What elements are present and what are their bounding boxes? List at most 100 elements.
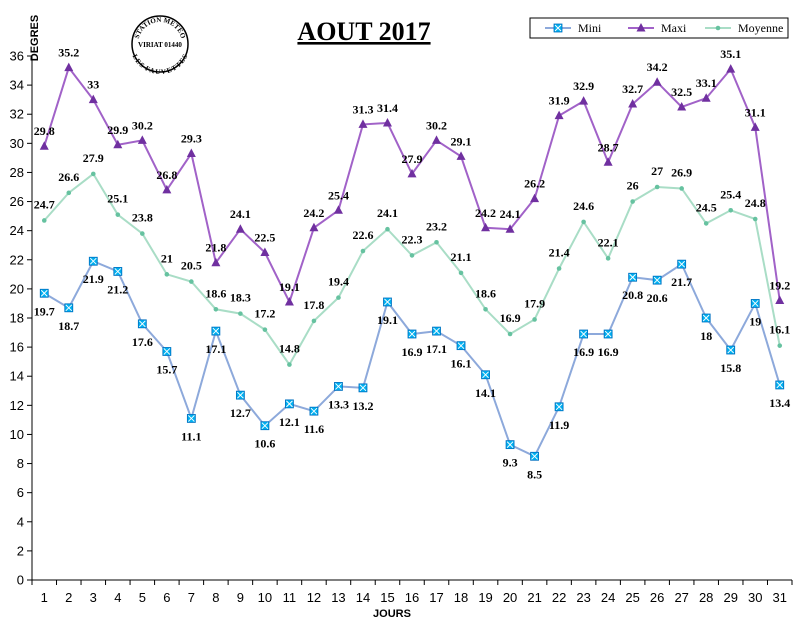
data-label-mini: 19.1	[377, 313, 398, 327]
marker-mini	[701, 313, 711, 323]
marker-mini	[186, 414, 196, 423]
data-label-mini: 12.7	[230, 406, 251, 420]
marker-mini	[407, 329, 417, 339]
marker-mini	[137, 319, 147, 329]
data-label-maxi: 33.1	[696, 76, 717, 90]
y-tick-label: 34	[10, 78, 24, 93]
marker-mini	[677, 259, 687, 269]
data-label-mini: 16.9	[402, 345, 423, 359]
data-label-mini: 19	[749, 314, 761, 328]
data-label-maxi: 34.2	[647, 60, 668, 74]
data-label-maxi: 24.2	[303, 206, 324, 220]
marker-moyenne	[752, 216, 758, 222]
x-tick-label: 16	[405, 590, 419, 605]
legend-label-maxi: Maxi	[661, 21, 687, 35]
x-tick-label: 23	[576, 590, 590, 605]
marker-mini	[358, 383, 368, 393]
x-tick-label: 19	[478, 590, 492, 605]
marker-maxi	[137, 135, 147, 144]
y-tick-label: 8	[17, 456, 24, 471]
y-tick-label: 0	[17, 573, 24, 588]
marker-maxi	[211, 257, 221, 267]
x-tick-label: 26	[650, 590, 664, 605]
marker-maxi	[530, 193, 540, 203]
x-tick-label: 2	[65, 590, 72, 605]
data-label-mini: 17.1	[205, 342, 226, 356]
marker-mini	[579, 329, 589, 339]
marker-mini	[628, 272, 638, 282]
station-stamp: STATION METEO VIRIAT 01440 LES FAUVETTES	[131, 15, 190, 76]
marker-moyenne	[458, 270, 464, 276]
marker-moyenne	[434, 240, 439, 245]
data-label-moyenne: 27.9	[83, 151, 104, 165]
data-label-maxi: 32.5	[671, 85, 692, 99]
marker-mini	[260, 421, 270, 431]
data-label-moyenne: 20.5	[181, 259, 202, 273]
marker-mini	[235, 390, 245, 400]
data-label-moyenne: 17.9	[524, 296, 545, 310]
y-tick-label: 12	[10, 398, 24, 413]
data-label-maxi: 26.8	[156, 168, 177, 182]
marker-maxi	[333, 205, 343, 214]
marker-maxi	[579, 96, 589, 105]
legend: Mini Maxi Moyenne	[529, 17, 789, 39]
y-tick-label: 20	[10, 281, 24, 296]
marker-mini	[603, 329, 613, 339]
data-label-maxi: 30.2	[426, 118, 447, 132]
marker-mini	[505, 440, 515, 450]
data-label-moyenne: 23.2	[426, 219, 447, 233]
marker-moyenne	[581, 219, 586, 225]
data-label-maxi: 29.1	[451, 134, 472, 148]
x-axis-title: JOURS	[373, 608, 411, 620]
x-tick-label: 24	[601, 590, 615, 605]
marker-maxi	[309, 222, 319, 232]
marker-maxi	[701, 93, 711, 102]
data-label-mini: 13.4	[769, 396, 790, 410]
data-label-moyenne: 24.7	[34, 197, 55, 211]
series-markers	[39, 62, 785, 461]
y-tick-label: 28	[10, 165, 24, 180]
data-label-mini: 21.9	[83, 272, 104, 286]
stamp-bottom-text: LES FAUVETTES	[131, 53, 190, 76]
y-axis-title: DEGRES	[29, 15, 41, 61]
data-label-moyenne: 17.2	[254, 307, 275, 321]
data-label-moyenne: 21.1	[451, 250, 472, 264]
data-label-moyenne: 14.8	[279, 342, 300, 356]
y-tick-label: 14	[10, 369, 24, 384]
marker-moyenne	[532, 317, 537, 322]
marker-moyenne	[41, 218, 47, 223]
marker-maxi	[260, 247, 270, 256]
data-label-maxi: 26.2	[524, 177, 545, 191]
data-label-moyenne: 16.9	[500, 311, 521, 325]
data-label-mini: 13.3	[328, 397, 349, 411]
data-label-maxi: 27.9	[402, 152, 423, 166]
marker-mini	[530, 451, 539, 461]
x-tick-label: 22	[552, 590, 566, 605]
marker-maxi	[235, 224, 245, 233]
marker-moyenne	[483, 306, 488, 312]
marker-maxi	[726, 64, 736, 73]
marker-moyenne	[66, 190, 72, 196]
x-tick-label: 20	[503, 590, 517, 605]
legend-label-mini: Mini	[578, 21, 602, 35]
data-label-mini: 11.9	[549, 418, 569, 432]
data-label-moyenne: 24.1	[377, 206, 398, 220]
x-tick-label: 10	[258, 590, 272, 605]
data-label-moyenne: 26.6	[58, 170, 79, 184]
marker-moyenne	[679, 186, 684, 191]
x-tick-label: 31	[773, 590, 787, 605]
data-label-mini: 15.7	[156, 362, 177, 376]
marker-maxi	[652, 77, 662, 86]
x-tick-label: 11	[283, 590, 297, 605]
marker-maxi	[407, 168, 417, 178]
x-tick-label: 7	[188, 590, 195, 605]
data-label-moyenne: 24.6	[573, 199, 594, 213]
y-tick-label: 22	[10, 252, 24, 267]
y-tick-label: 32	[10, 107, 24, 122]
marker-moyenne	[140, 231, 145, 236]
data-label-mini: 18	[700, 329, 712, 343]
marker-moyenne	[605, 256, 611, 261]
data-label-mini: 12.1	[279, 415, 300, 429]
